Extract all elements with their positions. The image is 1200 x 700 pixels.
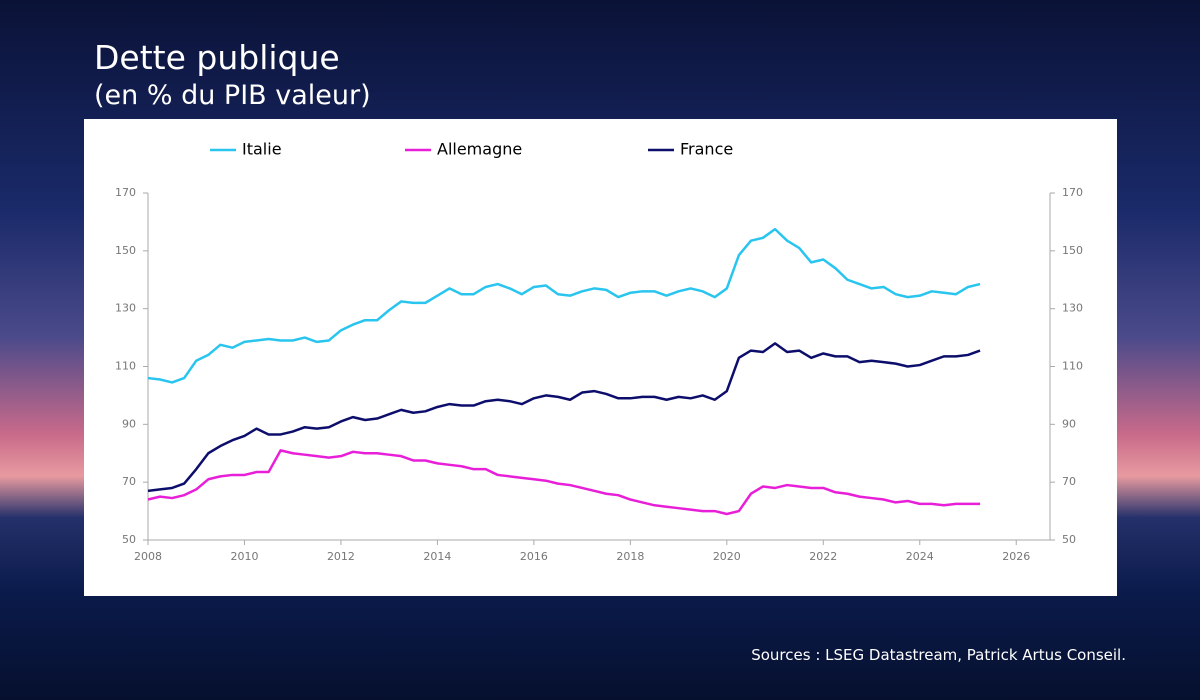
y2-tick-label: 90	[1062, 417, 1076, 430]
x-tick-label: 2020	[713, 550, 741, 563]
y-tick-label: 110	[115, 360, 136, 373]
legend-label: Allemagne	[437, 140, 522, 159]
legend-label: France	[680, 140, 733, 159]
y2-tick-label: 110	[1062, 360, 1083, 373]
y-tick-label: 170	[115, 186, 136, 199]
y2-tick-label: 170	[1062, 186, 1083, 199]
series-line	[147, 227, 981, 384]
legend-label: Italie	[242, 140, 282, 159]
y-tick-label: 90	[122, 417, 136, 430]
y2-tick-label: 50	[1062, 533, 1076, 546]
y-tick-label: 150	[115, 244, 136, 257]
x-tick-label: 2026	[1002, 550, 1030, 563]
y2-tick-label: 150	[1062, 244, 1083, 257]
y-tick-label: 50	[122, 533, 136, 546]
y-tick-label: 130	[115, 302, 136, 315]
source: Sources : LSEG Datastream, Patrick Artus…	[751, 646, 1126, 664]
y2-tick-label: 70	[1062, 475, 1076, 488]
y2-tick-label: 130	[1062, 302, 1083, 315]
title: Dette publique	[94, 38, 340, 77]
x-tick-label: 2010	[230, 550, 258, 563]
x-tick-label: 2012	[327, 550, 355, 563]
series-line	[147, 449, 981, 516]
x-tick-label: 2018	[616, 550, 644, 563]
x-tick-label: 2022	[809, 550, 837, 563]
y-tick-label: 70	[122, 475, 136, 488]
x-tick-label: 2024	[906, 550, 934, 563]
x-tick-label: 2016	[520, 550, 548, 563]
x-tick-label: 2014	[423, 550, 451, 563]
series-line	[147, 342, 981, 493]
x-tick-label: 2008	[134, 550, 162, 563]
chart: 50 70 90 110 130 150 170 50 70 90 110 130 150 170 2008…	[84, 119, 1117, 596]
subtitle: (en % du PIB valeur)	[94, 80, 371, 111]
